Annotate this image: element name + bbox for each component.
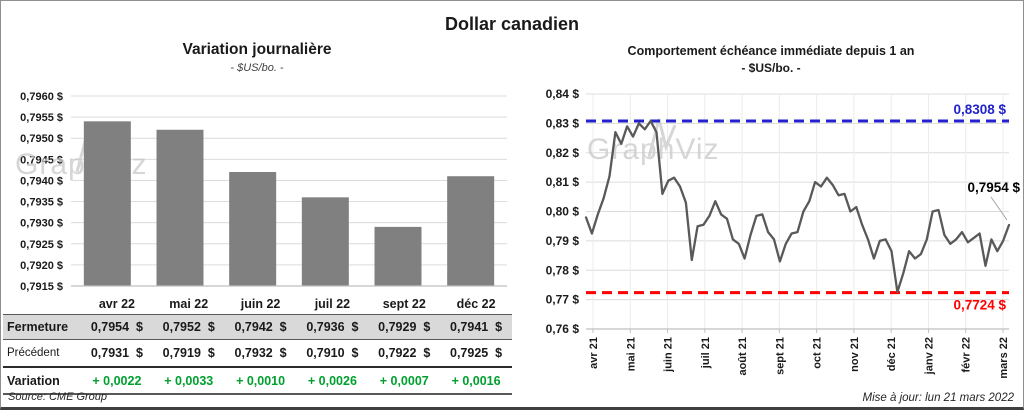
y-axis-label: 0,82 $ (546, 146, 580, 160)
y-axis-label: 0,7940 $ (20, 175, 63, 187)
last-value-annotation: 0,7954 $ (967, 180, 1020, 195)
bar-chart-canvas: 0,7960 $ 0,7955 $ 0,7950 $ 0,7945 $ 0,7940 $… (15, 91, 507, 293)
bar-chart-subtitle: - $US/bo. - (230, 62, 284, 74)
table-cell: + 0,0016 (451, 373, 501, 388)
x-axis-label: nov 21 (849, 337, 861, 372)
line-chart-canvas: 0,84 $ 0,83 $ 0,82 $ 0,81 $ 0,80 $ 0,79 $ 0,78… (546, 87, 1021, 379)
x-axis-label: mai 21 (625, 337, 637, 371)
table-cell: 0,7932 $ (234, 346, 287, 360)
y-axis-label: 0,77 $ (546, 293, 580, 307)
y-axis-label: 0,76 $ (546, 322, 580, 336)
y-axis-label: 0,7960 $ (20, 91, 63, 103)
table-cell: + 0,0022 (92, 373, 142, 388)
column-header: juin 22 (240, 297, 281, 311)
table-row: Variation + 0,0022 + 0,0033 + 0,0010 + 0,002… (3, 368, 512, 395)
row-label: Précédent (7, 347, 60, 359)
column-header: juil 22 (314, 297, 351, 311)
table-cell: 0,7954 $ (90, 320, 143, 334)
table-cell: 0,7952 $ (162, 320, 215, 334)
y-axis-label: 0,83 $ (546, 116, 580, 130)
bar (156, 129, 204, 286)
column-header: sept 22 (382, 297, 426, 311)
y-axis-label: 0,7950 $ (20, 133, 63, 145)
y-axis-label: 0,80 $ (546, 205, 580, 219)
bar (374, 226, 422, 286)
table-cell: 0,7922 $ (378, 346, 431, 360)
table-row: Fermeture 0,7954 $ 0,7952 $ 0,7942 $ 0,7936 … (3, 314, 512, 340)
y-axis-label: 0,81 $ (546, 175, 580, 189)
line-chart-title: Comportement échéance immédiate depuis 1… (627, 44, 915, 58)
line-chart: 0,84 $ 0,83 $ 0,82 $ 0,81 $ 0,80 $ 0,79 $ 0,78… (521, 81, 1023, 391)
summary-table: avr 22 mai 22 juin 22 juil 22 sept 22 déc 22 F… (3, 294, 512, 395)
x-axis-label: juil 21 (700, 337, 712, 369)
reference-line-label: 0,7724 $ (953, 298, 1006, 313)
x-axis-label: janv 22 (923, 337, 935, 375)
column-header: déc 22 (456, 297, 496, 311)
row-label: Variation (7, 373, 60, 388)
y-axis-label: 0,7945 $ (20, 154, 63, 166)
bar (83, 121, 131, 286)
updated-note: Mise à jour: lun 21 mars 2022 (862, 392, 1015, 404)
x-axis-label: août 21 (737, 337, 749, 376)
y-axis-label: 0,7925 $ (20, 239, 63, 251)
x-axis-label: mars 22 (998, 337, 1010, 379)
y-axis-label: 0,7930 $ (20, 218, 63, 230)
page-title: Dollar canadien (444, 14, 580, 34)
y-axis-label: 0,78 $ (546, 263, 580, 277)
bar-chart: 0,7960 $ 0,7955 $ 0,7950 $ 0,7945 $ 0,7940 $… (3, 79, 513, 294)
reference-line-label: 0,8308 $ (953, 102, 1006, 117)
table-cell: + 0,0033 (164, 373, 214, 388)
table-cell: 0,7910 $ (306, 346, 359, 360)
table-cell: + 0,0026 (307, 373, 357, 388)
column-header: avr 22 (98, 297, 135, 311)
row-label: Fermeture (7, 320, 69, 334)
y-axis-label: 0,79 $ (546, 234, 580, 248)
table-header-row: avr 22 mai 22 juin 22 juil 22 sept 22 déc 22 (3, 294, 512, 314)
x-axis-label: sept 21 (774, 337, 786, 375)
table-cell: + 0,0007 (379, 373, 429, 388)
bar (229, 172, 277, 286)
source-note: Source: CME Group (8, 391, 108, 403)
table-cell: 0,7942 $ (234, 320, 287, 334)
line-chart-subtitle: - $US/bo. - (741, 61, 801, 75)
watermark: GraphViz (587, 118, 719, 166)
y-axis-label: 0,7920 $ (20, 260, 63, 272)
table-row: Précédent 0,7931 $ 0,7919 $ 0,7932 $ 0,7910 … (3, 340, 512, 368)
table-cell: 0,7919 $ (162, 346, 215, 360)
y-axis-label: 0,7935 $ (20, 197, 63, 209)
x-axis-label: févr 22 (961, 337, 973, 372)
table-cell: 0,7931 $ (90, 346, 143, 360)
column-header: mai 22 (169, 297, 209, 311)
x-axis-label: oct 21 (812, 337, 824, 369)
x-axis-label: juin 21 (663, 337, 675, 373)
gridlines (71, 95, 507, 287)
table-cell: 0,7936 $ (306, 320, 359, 334)
x-axis-label: déc 21 (886, 337, 898, 371)
bar (447, 176, 495, 286)
y-axis-label: 0,7955 $ (20, 112, 63, 124)
table-cell: 0,7941 $ (450, 320, 503, 334)
bar-chart-title: Variation journalière (182, 41, 332, 58)
y-axis-label: 0,84 $ (546, 87, 580, 101)
table-cell: + 0,0010 (236, 373, 286, 388)
y-axis-label: 0,7915 $ (20, 281, 63, 293)
annotation-leader-line (990, 196, 1008, 221)
table-cell: 0,7929 $ (378, 320, 431, 334)
table-cell: 0,7925 $ (450, 346, 503, 360)
price-series-line (584, 119, 1011, 294)
x-axis-label: avr 21 (588, 337, 600, 369)
bar (301, 197, 349, 286)
